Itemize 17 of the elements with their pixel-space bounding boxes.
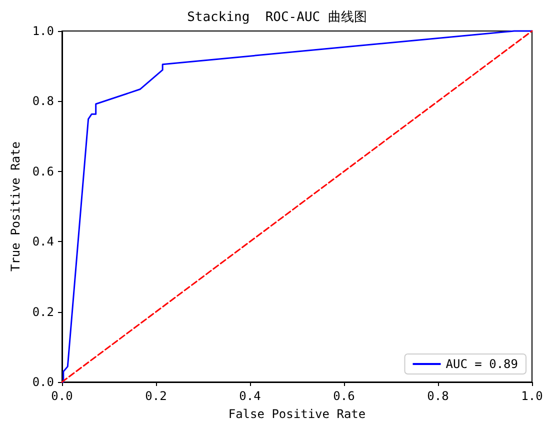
legend-label: AUC = 0.89 xyxy=(446,357,518,371)
x-tick-label: 0.6 xyxy=(333,389,355,403)
line-series xyxy=(61,30,533,383)
y-tick-label: 1.0 xyxy=(32,24,54,38)
x-axis-title: False Positive Rate xyxy=(228,407,366,421)
y-tick-label: 0.4 xyxy=(32,234,54,249)
chart-title: Stacking ROC-AUC 曲线图 xyxy=(187,10,367,25)
x-tick-label: 0.8 xyxy=(427,389,449,403)
x-tick-label: 0.2 xyxy=(145,389,167,403)
y-tick-label: 0.8 xyxy=(32,94,54,108)
y-axis-title: True Positive Rate xyxy=(8,141,22,272)
y-tick-label: 0.6 xyxy=(32,164,54,178)
x-tick-label: 0.4 xyxy=(239,389,261,403)
y-tick-label: 0.0 xyxy=(32,375,54,389)
y-tick-label: 0.2 xyxy=(32,304,54,319)
x-tick-label: 1.0 xyxy=(521,389,543,403)
x-tick-label: 0.0 xyxy=(51,389,73,403)
